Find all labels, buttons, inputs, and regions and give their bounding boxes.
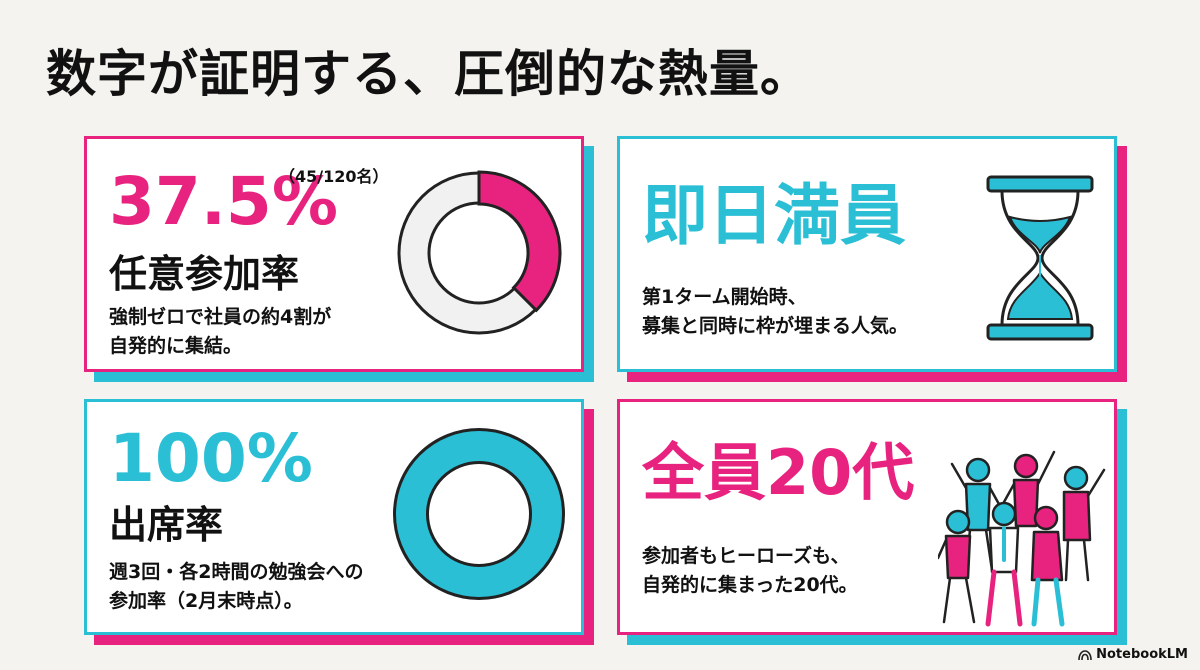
ring-filled — [396, 431, 562, 597]
full-capacity-desc-1: 第1ターム開始時、 — [642, 286, 807, 308]
participation-desc-2: 自発的に集結。 — [109, 335, 243, 357]
brand-name: NotebookLM — [1096, 647, 1188, 662]
age-value: 全員20代 — [642, 436, 915, 509]
participation-label: 任意参加率 — [109, 252, 300, 296]
attendance-ring-chart — [393, 428, 565, 600]
notebooklm-logo-icon — [1078, 649, 1092, 660]
attendance-value: 100% — [109, 420, 313, 497]
full-capacity-value: 即日満員 — [642, 177, 906, 254]
attendance-label: 出席率 — [109, 503, 224, 547]
attendance-card: 100% 出席率 週3回・各2時間の勉強会への 参加率（2月末時点）。 — [84, 399, 584, 635]
participation-desc-1: 強制ゼロで社員の約4割が — [109, 306, 332, 328]
cheering-people-icon — [938, 450, 1106, 627]
age-card: 全員20代 参加者もヒーローズも、 自発的に集まった20代。 — [617, 399, 1117, 635]
full-capacity-desc-2: 募集と同時に枠が埋まる人気。 — [642, 315, 909, 337]
donut-filled-arc — [477, 170, 562, 313]
participation-donut-chart — [397, 170, 562, 335]
participation-card: 37.5% （45/120名） 任意参加率 強制ゼロで社員の約4割が 自発的に集… — [84, 136, 584, 372]
participation-value: 37.5% — [109, 163, 338, 240]
brand-footer: NotebookLM — [1078, 647, 1188, 662]
participation-count: （45/120名） — [279, 167, 389, 186]
attendance-desc-2: 参加率（2月末時点）。 — [109, 590, 303, 612]
attendance-desc-1: 週3回・各2時間の勉強会への — [109, 561, 364, 583]
page-title: 数字が証明する、圧倒的な熱量。 — [46, 45, 811, 103]
age-desc-2: 自発的に集まった20代。 — [642, 574, 858, 596]
hourglass-icon — [986, 175, 1094, 341]
age-desc-1: 参加者もヒーローズも、 — [642, 545, 850, 567]
full-capacity-card: 即日満員 第1ターム開始時、 募集と同時に枠が埋まる人気。 — [617, 136, 1117, 372]
